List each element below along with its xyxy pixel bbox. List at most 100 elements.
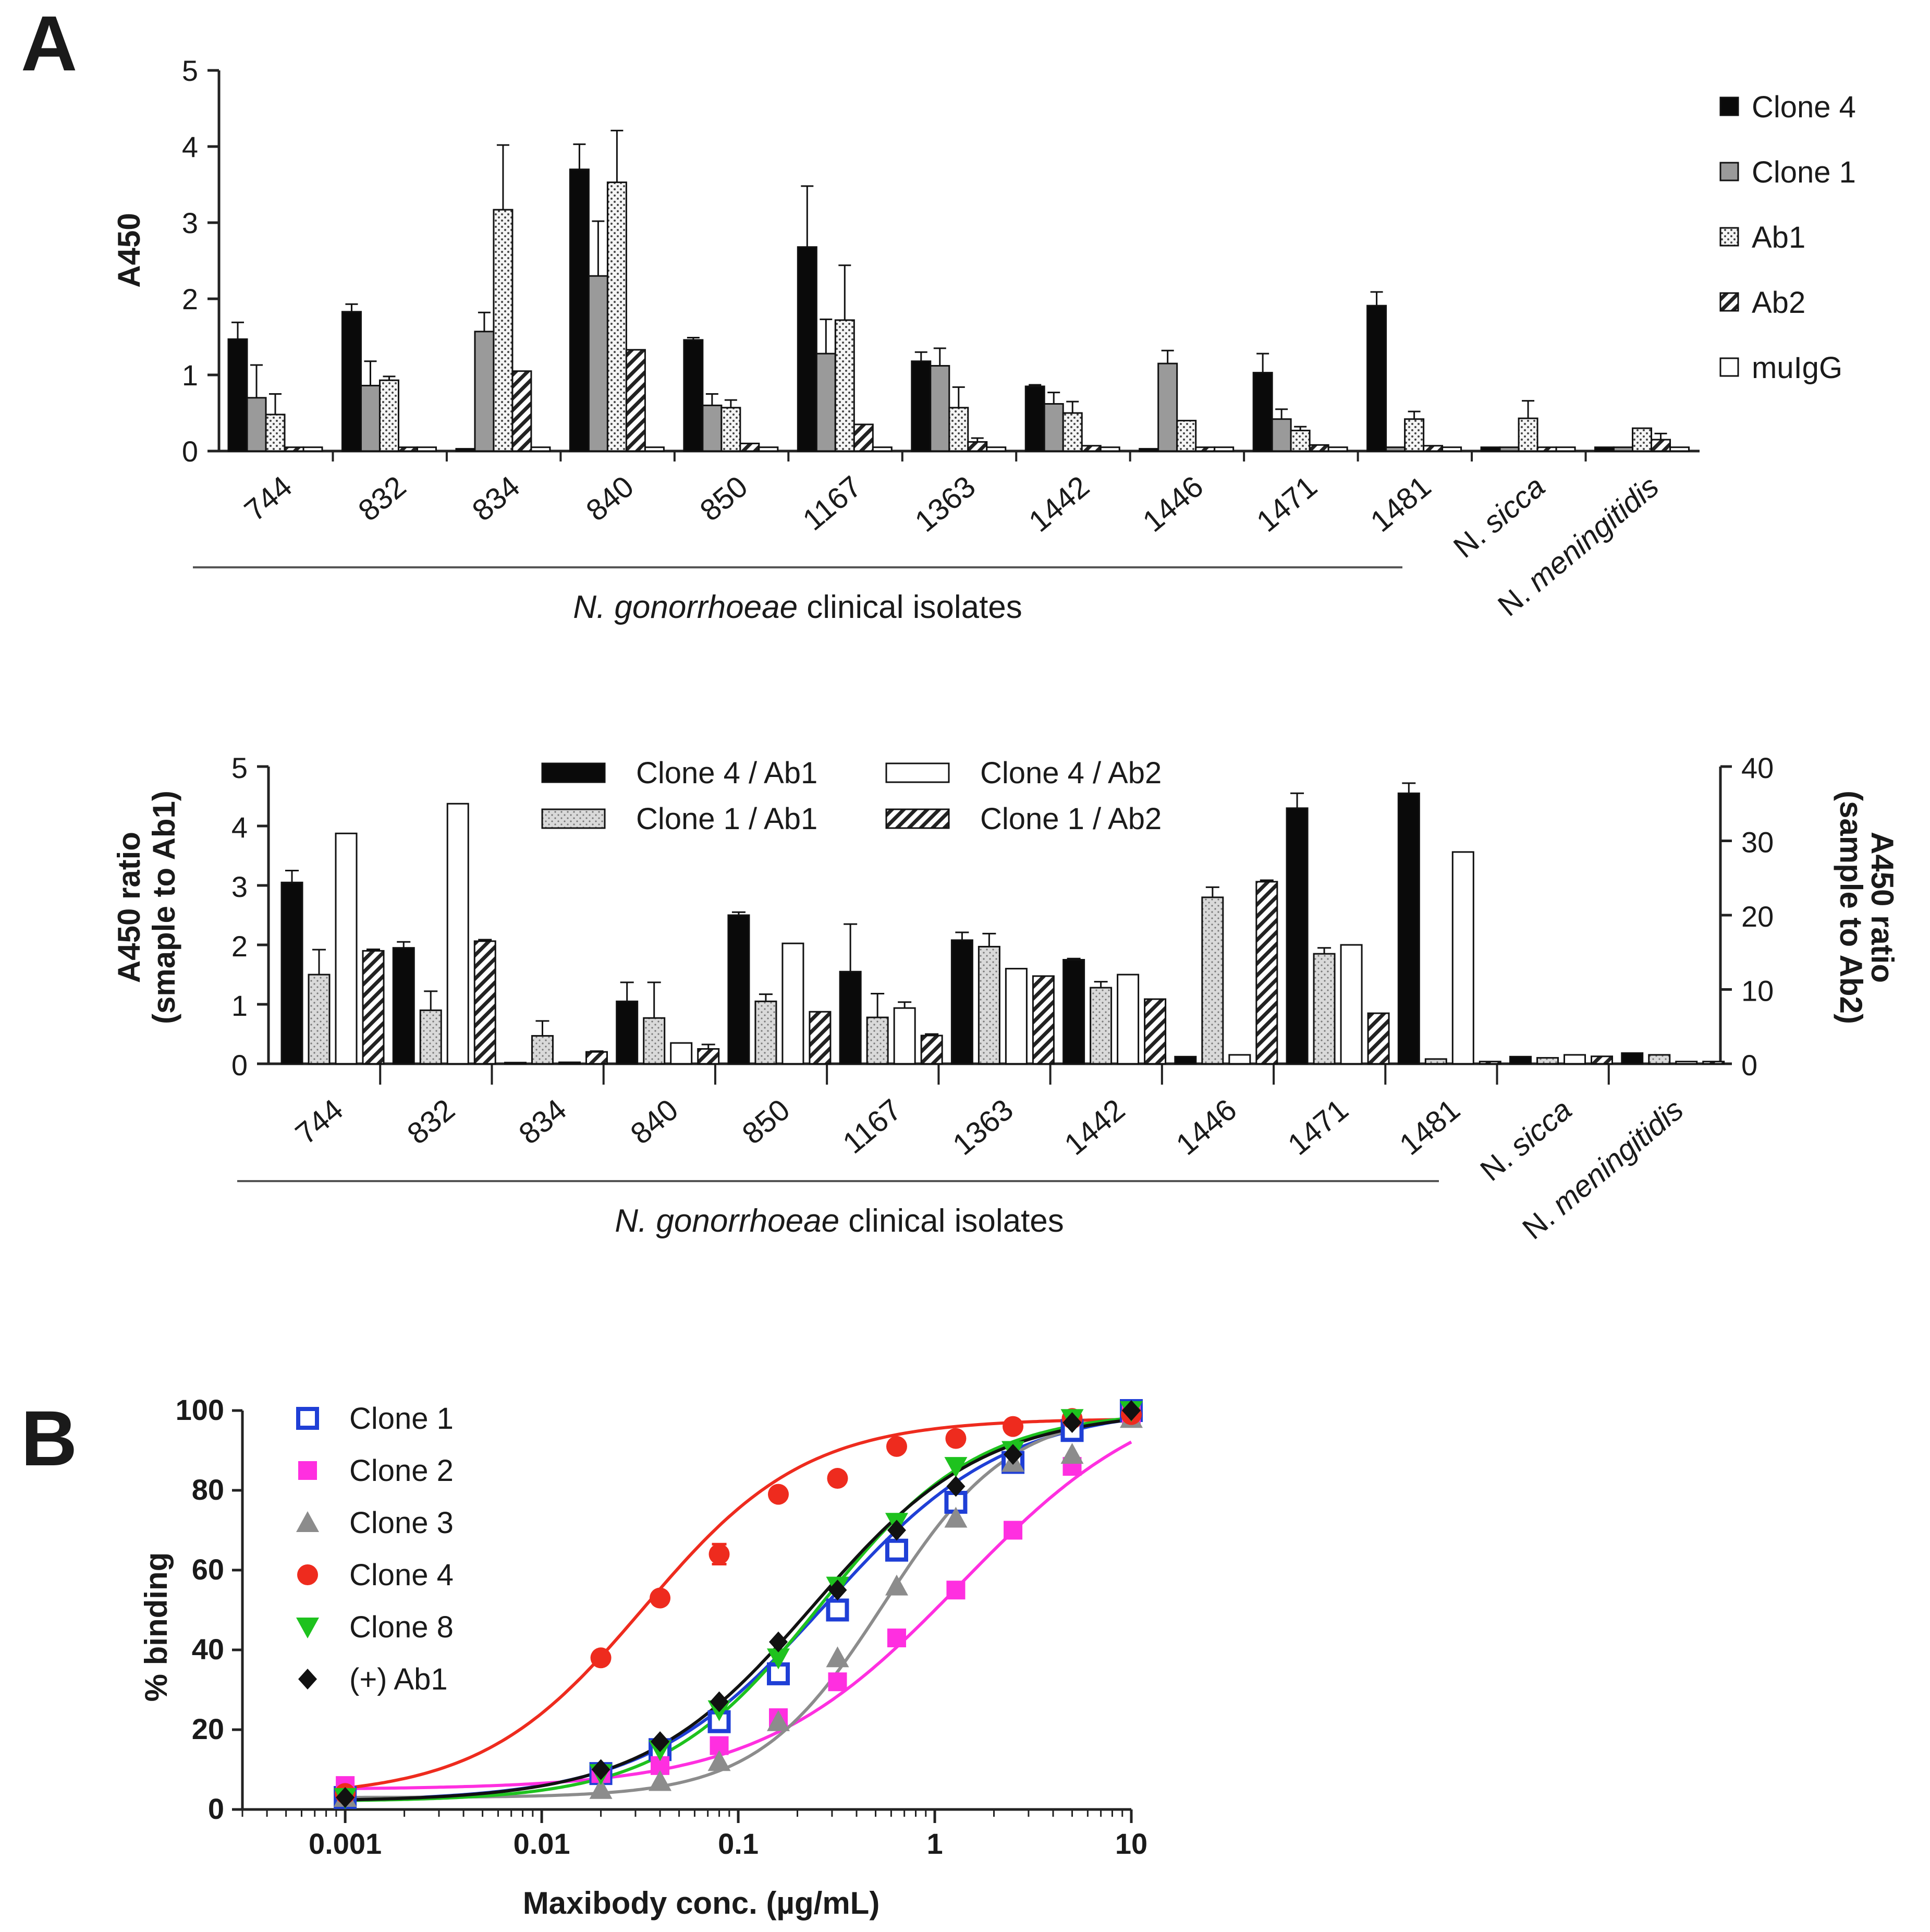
bar-clone-4-ab2-832 bbox=[446, 803, 469, 1065]
point-ab1-1 bbox=[591, 1759, 610, 1780]
bar-clone-4-ab1-n-sicca bbox=[1509, 1055, 1532, 1065]
bar-clone-4-ab1-1481 bbox=[1397, 792, 1420, 1065]
point-clone-3-7 bbox=[944, 1506, 968, 1528]
chart-a450-y-label: A450 bbox=[112, 213, 146, 287]
bar-ab2-1442 bbox=[1081, 445, 1102, 452]
bar-ab2-840 bbox=[625, 349, 646, 452]
chart-a450-ytick-label: 0 bbox=[182, 435, 198, 468]
point-ab1-10 bbox=[1122, 1400, 1141, 1421]
point-clone-4-4 bbox=[768, 1484, 789, 1505]
chart-ratio-y2tick-label: 0 bbox=[1741, 1049, 1757, 1082]
chart-a450-tick-1481: 1481 bbox=[1364, 469, 1438, 539]
fit-curve-clone-8 bbox=[345, 1416, 1132, 1802]
chart-binding-ytick-label: 100 bbox=[176, 1393, 224, 1426]
bar-ab2-1481 bbox=[1423, 445, 1444, 452]
chart-binding-legend: Clone 1 Clone 2 Clone 3 Clone 4 Clone 8 (+) A… bbox=[296, 1402, 454, 1696]
bar-clone-1-744 bbox=[246, 397, 267, 452]
point-clone-2-8 bbox=[1004, 1521, 1023, 1540]
bar-muigg-850 bbox=[758, 446, 779, 452]
bar-clone-4-832 bbox=[341, 311, 362, 452]
chart-a450-tick-744: 744 bbox=[238, 469, 299, 528]
chart-a450-tick-1446: 1446 bbox=[1137, 469, 1210, 539]
point-clone-4-2 bbox=[650, 1587, 671, 1609]
legend-swatch-ab1 bbox=[1719, 227, 1739, 247]
bar-ab1-n-meningitidis bbox=[1632, 427, 1653, 452]
bar-clone-4-1363 bbox=[911, 360, 932, 452]
chart-binding-ytick-label: 40 bbox=[192, 1633, 224, 1666]
chart-ratio-ytick-label: 2 bbox=[231, 930, 248, 963]
point-clone-1-6 bbox=[885, 1538, 908, 1562]
legend-label-clone-3: Clone 3 bbox=[349, 1506, 454, 1540]
bar-clone-1-1471 bbox=[1271, 418, 1292, 452]
panel-label-b: B bbox=[21, 1394, 77, 1482]
bar-clone-4-ab1-1446 bbox=[1174, 1055, 1197, 1065]
point-clone-4-1 bbox=[590, 1647, 612, 1669]
chart-a450-tick-1471: 1471 bbox=[1250, 469, 1324, 539]
bar-clone-1-ab2-1471 bbox=[1367, 1012, 1390, 1065]
point-ab1-9 bbox=[1062, 1412, 1082, 1433]
bar-clone-4-1442 bbox=[1024, 385, 1045, 452]
point-ab1-2 bbox=[651, 1731, 670, 1752]
bar-ab1-1481 bbox=[1404, 418, 1425, 452]
legend-label-clone-4: Clone 4 bbox=[1752, 90, 1856, 124]
chart-ratio-tick-1481: 1481 bbox=[1393, 1092, 1467, 1162]
bar-clone-4-ab2-1363 bbox=[1005, 968, 1028, 1065]
chart-ratio-legend: Clone 4 / Ab1 Clone 1 / Ab1 Clone 4 / Ab2 C… bbox=[541, 756, 1162, 836]
legend-label-muigg: muIgG bbox=[1752, 351, 1842, 385]
chart-a450-ytick-label: 4 bbox=[182, 130, 198, 163]
bar-clone-1-ab1-1442 bbox=[1090, 987, 1113, 1065]
bar-clone-1-ab1-1446 bbox=[1201, 896, 1224, 1065]
chart-ratio-tick-1446: 1446 bbox=[1170, 1092, 1243, 1162]
bar-ab2-850 bbox=[739, 442, 760, 452]
chart-a450-tick-834: 834 bbox=[466, 469, 527, 528]
bar-clone-1-ab2-850 bbox=[809, 1011, 832, 1065]
bar-ab2-n-meningitidis bbox=[1651, 439, 1671, 452]
chart-a450-ytick-label: 2 bbox=[182, 283, 198, 315]
legend-swatch-clone-1-ab1 bbox=[541, 808, 606, 829]
bar-muigg-1363 bbox=[986, 446, 1007, 452]
legend-label-clone-4-ab1: Clone 4 / Ab1 bbox=[636, 756, 817, 790]
chart-a450-tick-850: 850 bbox=[694, 469, 754, 528]
point-ab1-3 bbox=[710, 1691, 729, 1712]
bar-ab1-1446 bbox=[1176, 420, 1197, 452]
fit-curve-clone-3 bbox=[345, 1416, 1132, 1799]
bar-clone-1-ab2-1481 bbox=[1479, 1061, 1501, 1065]
chart-a450-ytick-label: 5 bbox=[182, 54, 198, 87]
legend-label-clone-1: Clone 1 bbox=[1752, 155, 1856, 189]
point-clone-3-1 bbox=[589, 1778, 613, 1799]
bar-clone-4-ab2-1471 bbox=[1340, 944, 1363, 1065]
chart-a450-ytick-label: 1 bbox=[182, 359, 198, 392]
bar-clone-1-1481 bbox=[1385, 446, 1406, 452]
point-clone-3-6 bbox=[885, 1574, 908, 1596]
bar-muigg-744 bbox=[302, 446, 323, 452]
bar-muigg-832 bbox=[416, 446, 437, 452]
bar-clone-4-ab2-840 bbox=[670, 1042, 693, 1065]
bar-clone-1-ab2-832 bbox=[473, 940, 496, 1065]
bar-clone-1-832 bbox=[360, 384, 381, 452]
point-clone-8-7 bbox=[944, 1457, 968, 1478]
chart-ratio-tick-n-sicca: N. sicca bbox=[1474, 1092, 1578, 1187]
chart-binding-ytick-label: 0 bbox=[208, 1792, 224, 1825]
bar-clone-4-ab2-n-meningitidis bbox=[1675, 1061, 1698, 1065]
bar-clone-4-ab1-1471 bbox=[1286, 807, 1309, 1065]
bar-muigg-n-sicca bbox=[1555, 446, 1576, 452]
bar-muigg-n-meningitidis bbox=[1669, 446, 1690, 452]
bar-clone-4-ab1-1167 bbox=[839, 970, 862, 1065]
point-clone-3-4 bbox=[767, 1710, 790, 1731]
chart-ratio-ytick-label: 0 bbox=[231, 1049, 248, 1082]
fit-curve-clone-1 bbox=[345, 1417, 1132, 1802]
chart-ratio-tick-850: 850 bbox=[736, 1092, 796, 1151]
bar-clone-4-ab2-n-sicca bbox=[1563, 1054, 1586, 1065]
chart-binding-x-label: Maxibody conc. (µg/mL) bbox=[523, 1886, 880, 1921]
chart-a450-tick-832: 832 bbox=[352, 469, 412, 528]
chart-ratio-y2tick-label: 40 bbox=[1741, 751, 1774, 784]
chart-ratio-y2tick-label: 30 bbox=[1741, 826, 1774, 859]
legend-marker-clone-3 bbox=[296, 1511, 319, 1532]
legend-swatch-clone-1-ab2 bbox=[885, 808, 950, 829]
chart-a450-legend: Clone 4 Clone 1 Ab1 Ab2 muIgG bbox=[1719, 90, 1856, 385]
chart-ratio-tick-744: 744 bbox=[289, 1092, 350, 1151]
point-clone-1-5 bbox=[826, 1598, 849, 1622]
point-ab1-8 bbox=[1004, 1444, 1023, 1465]
legend-swatch-clone-4-ab1 bbox=[541, 762, 606, 783]
point-ab1-7 bbox=[946, 1476, 966, 1497]
